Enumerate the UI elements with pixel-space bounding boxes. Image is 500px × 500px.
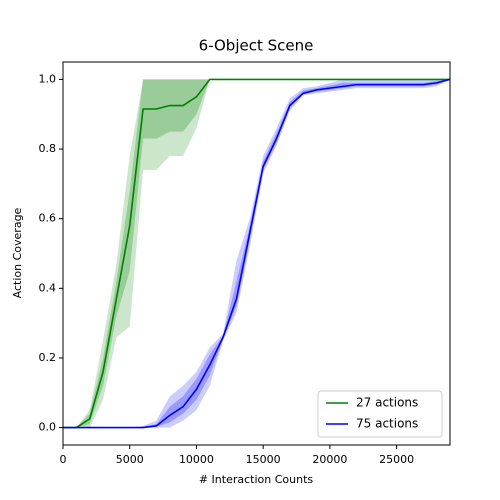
legend-box (317, 390, 443, 438)
line-series (63, 78, 451, 429)
y-tick-label: 1.0 (39, 72, 57, 85)
x-tick-label: 5000 (116, 453, 144, 466)
y-tick-label: 0.2 (39, 351, 57, 364)
legend-label: 27 actions (356, 396, 418, 410)
x-tick-label: 10000 (179, 453, 214, 466)
plot-frame (62, 61, 451, 446)
y-tick-label: 0.8 (39, 142, 57, 155)
y-tick-label: 0.6 (39, 212, 57, 225)
x-tick-label: 25000 (379, 453, 414, 466)
y-tick-label: 0.0 (39, 421, 57, 434)
x-tick-label: 20000 (312, 453, 347, 466)
x-tick-label: 15000 (246, 453, 281, 466)
x-axis-label: # Interaction Counts (199, 473, 314, 486)
x-tick-label: 0 (60, 453, 67, 466)
chart-title: 6-Object Scene (199, 37, 314, 55)
y-tick-label: 0.4 (39, 281, 57, 294)
confidence-band (63, 79, 450, 428)
y-axis-label: Action Coverage (11, 207, 24, 298)
confidence-band (63, 79, 450, 428)
legend-label: 75 actions (356, 417, 418, 431)
line-series (63, 78, 450, 429)
